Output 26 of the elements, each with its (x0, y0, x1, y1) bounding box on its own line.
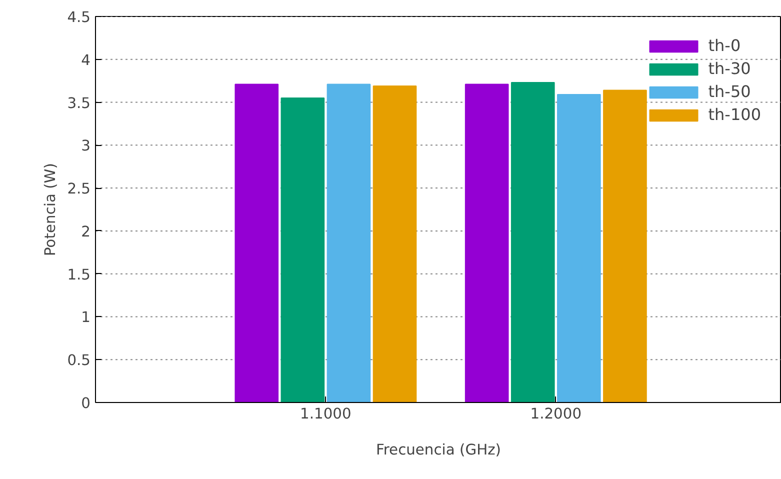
y-tick-label: 0.5 (67, 352, 91, 370)
bar (372, 85, 417, 402)
legend-label: th-30 (708, 59, 751, 78)
legend-label: th-100 (708, 105, 761, 124)
bar (557, 94, 601, 402)
y-tick-label: 1 (81, 309, 91, 326)
y-tick-label: 3 (81, 138, 91, 155)
y-tick-label: 1.5 (67, 266, 91, 284)
bar (603, 90, 647, 402)
y-axis-title: Potencia (W) (42, 162, 60, 256)
legend-label: th-50 (708, 82, 751, 101)
y-tick-label: 4.5 (67, 9, 91, 26)
bar (464, 84, 509, 402)
x-axis-title: Frecuencia (GHz) (376, 442, 502, 458)
x-tick-label: 1.2000 (530, 406, 582, 422)
legend-label: th-0 (708, 36, 741, 55)
y-tick-label: 0 (81, 395, 91, 412)
bar (280, 97, 325, 402)
y-tick-label: 2.5 (67, 180, 91, 198)
bar (510, 82, 555, 402)
x-tick-label: 1.1000 (300, 406, 352, 422)
bar (326, 84, 371, 402)
y-tick-label: 3.5 (67, 94, 91, 112)
y-tick-label: 2 (81, 223, 91, 240)
y-tick-label: 4 (81, 52, 91, 69)
bar (234, 84, 279, 402)
